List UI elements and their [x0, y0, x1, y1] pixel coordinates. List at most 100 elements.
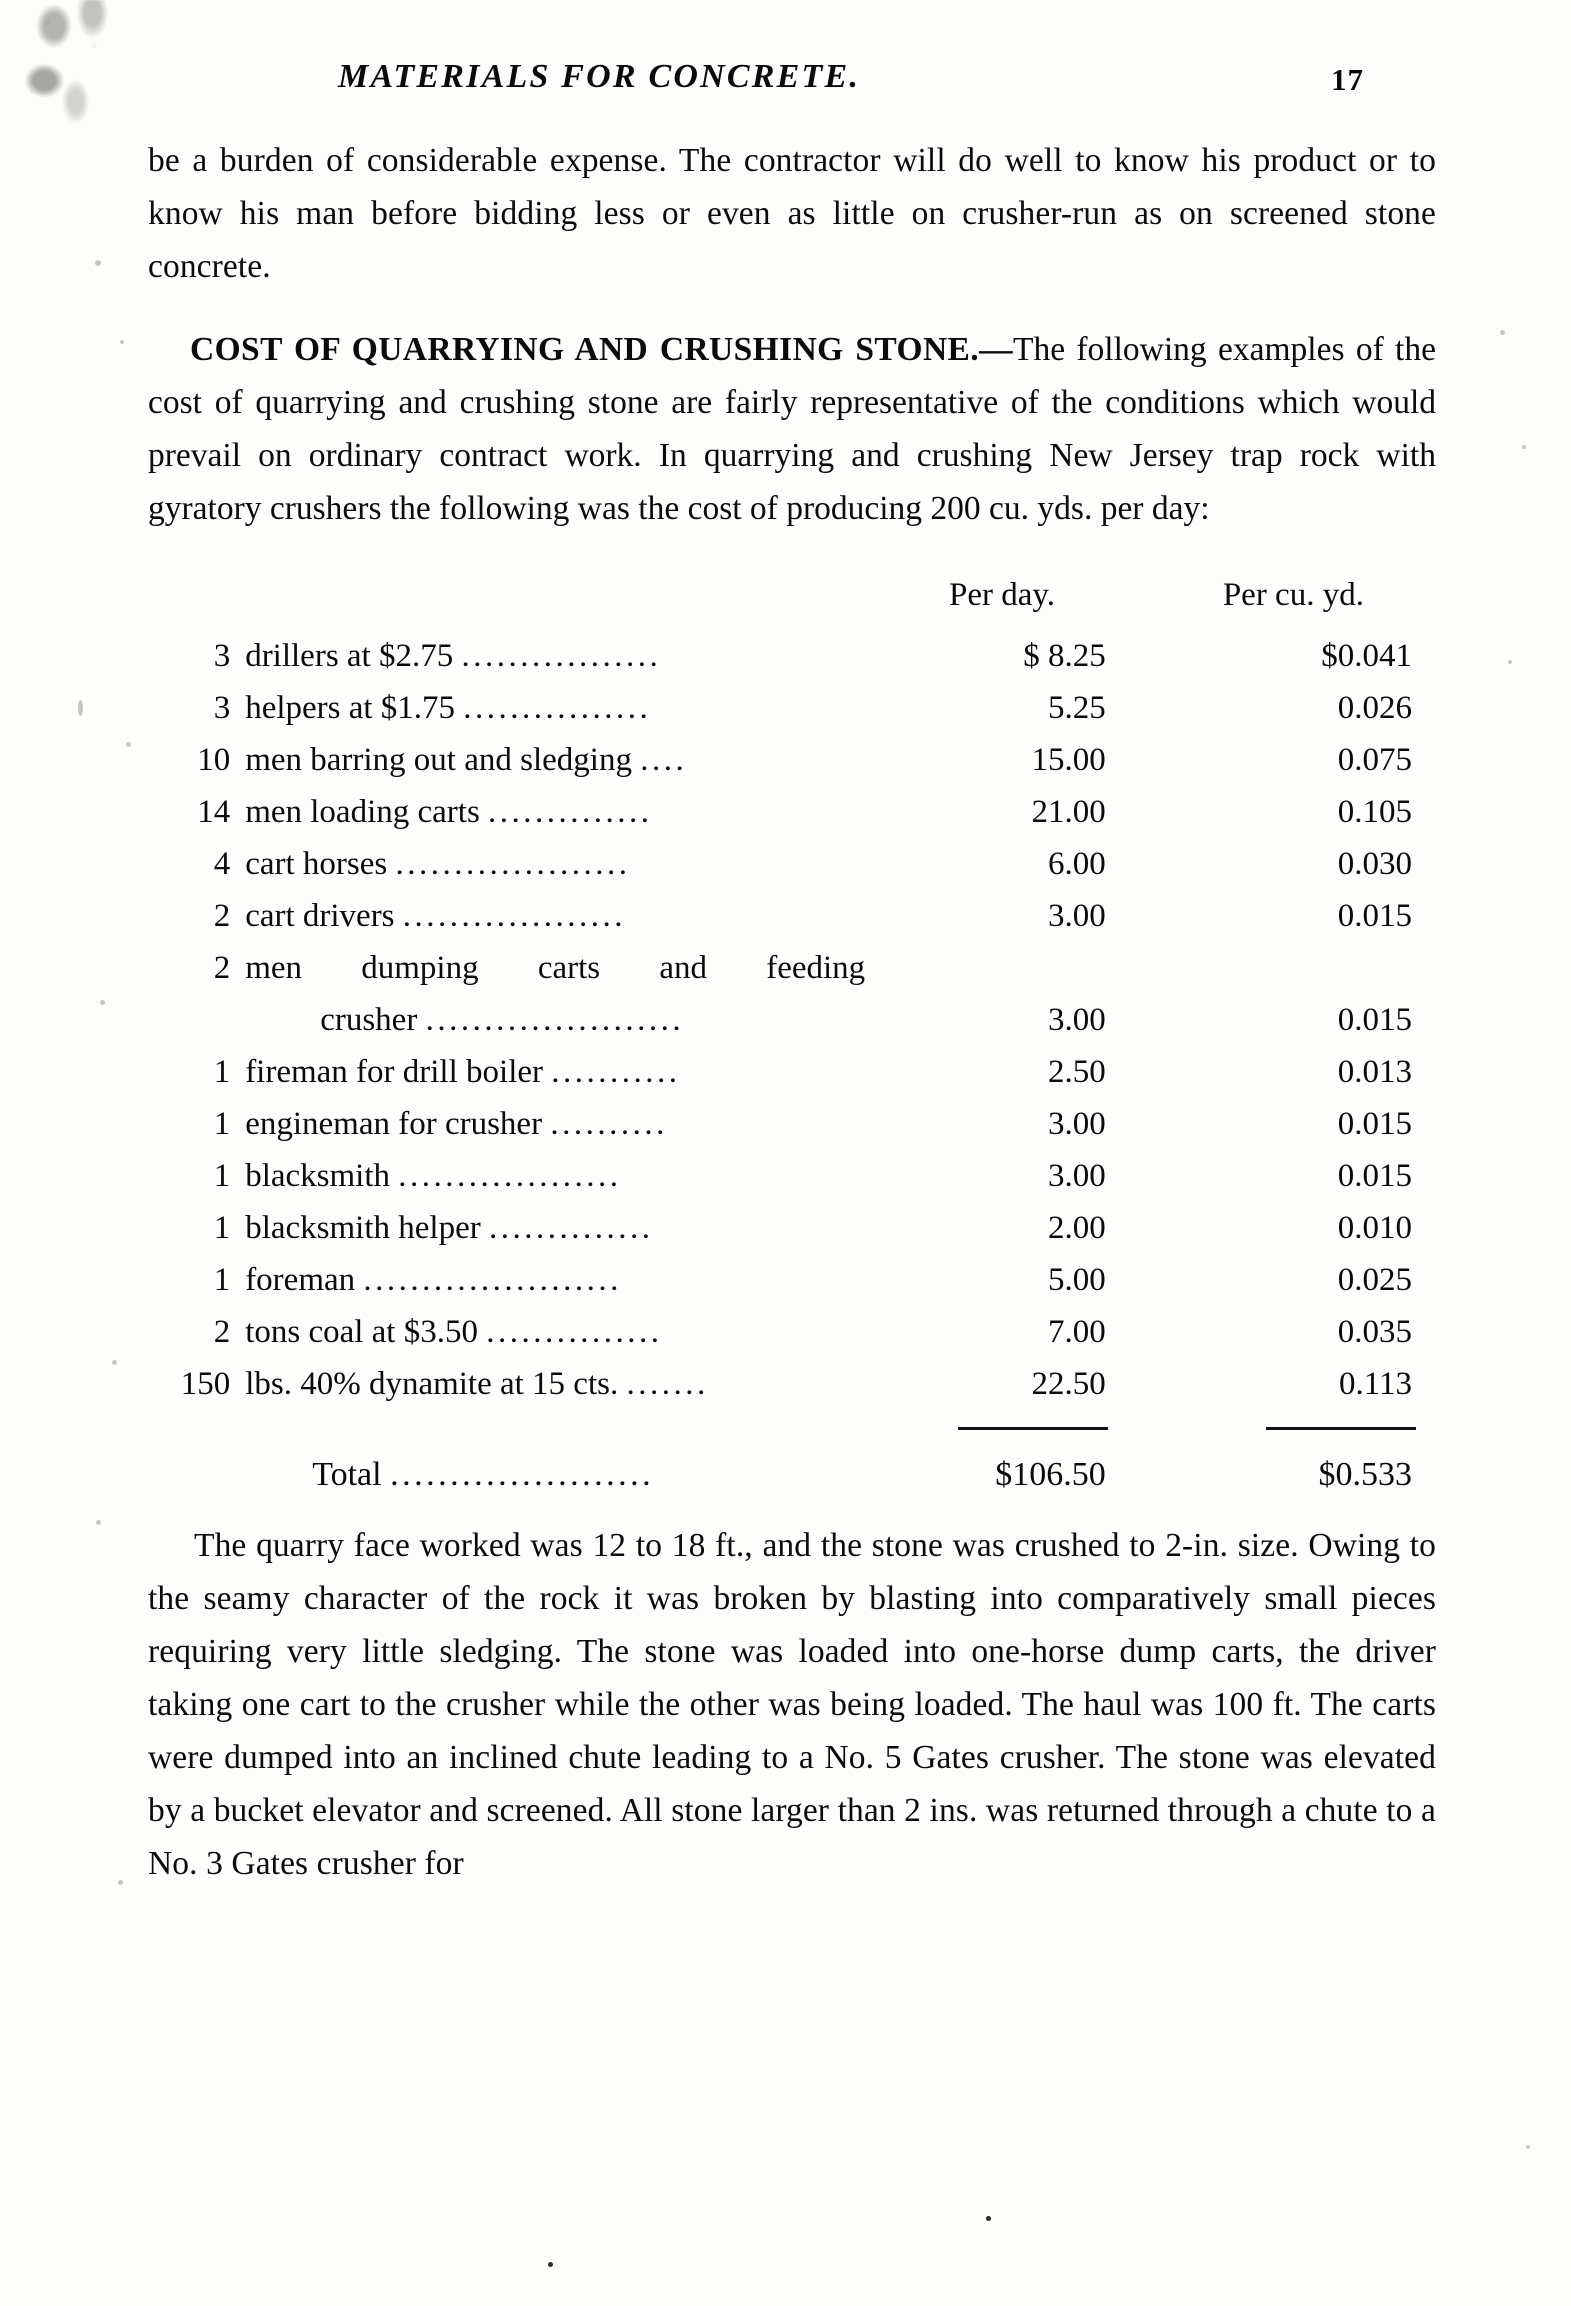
cost-row-description: fireman for drill boiler ...........	[244, 1046, 871, 1098]
cost-row-description-text: cart drivers	[245, 898, 403, 934]
cost-table-row: 14 men loading carts .............. 21.00 0…	[148, 786, 1436, 838]
cost-row-quantity: 3	[213, 638, 231, 674]
cost-row-quantity: 150	[180, 1366, 231, 1402]
cost-row-description-text: engineman for crusher	[245, 1106, 551, 1142]
cost-row-per-day: 3.00	[1048, 1002, 1106, 1038]
total-per-day: $106.50	[995, 1456, 1106, 1493]
cost-row-description-text: blacksmith	[245, 1158, 399, 1194]
page-content: MATERIALS FOR CONCRETE. 17 be a burden o…	[148, 0, 1436, 1890]
cost-row-description-text: blacksmith helper	[245, 1210, 489, 1246]
cost-row-quantity: 10	[197, 742, 231, 778]
closing-paragraph: The quarry face worked was 12 to 18 ft.,…	[148, 1519, 1436, 1890]
column-header-item	[148, 569, 871, 630]
scan-speck	[986, 2216, 991, 2221]
scan-speck	[120, 340, 124, 344]
total-label-cell: Total ......................	[244, 1436, 871, 1501]
scan-speck	[1526, 2145, 1530, 2149]
cost-row-quantity: 1	[213, 1158, 231, 1194]
cost-row-description: foreman ......................	[244, 1254, 871, 1306]
cost-row-description: engineman for crusher ..........	[244, 1098, 871, 1150]
cost-table-head: Per day. Per cu. yd.	[148, 569, 1436, 630]
rule-spacer	[148, 1410, 244, 1436]
cost-row-description: men barring out and sledging ....	[244, 734, 871, 786]
cost-table-wrap: Per day. Per cu. yd. 3 drillers at $2.75 …	[148, 569, 1436, 1501]
cost-table-row: 2 men dumping carts and feeding	[148, 942, 1436, 994]
cost-row-description-text: drillers at $2.75	[245, 638, 462, 674]
cost-table-row: 2 tons coal at $3.50 ............... 7.00 0…	[148, 1306, 1436, 1358]
cost-row-description: tons coal at $3.50 ...............	[244, 1306, 871, 1358]
cost-row-description: men dumping carts and feeding	[244, 942, 871, 994]
totals-rule-per-cu-yd	[1166, 1410, 1436, 1436]
cost-row-quantity: 1	[213, 1054, 231, 1090]
scan-speck	[78, 700, 83, 716]
dot-leaders: ..............	[488, 1210, 654, 1246]
dot-leaders: ..............	[488, 794, 653, 830]
dot-leaders: ....................	[395, 846, 631, 882]
cost-table-row: 1 blacksmith helper .............. 2.00 0.0…	[148, 1202, 1436, 1254]
cost-row-description-text: men loading carts	[245, 794, 489, 830]
cost-row-per-day: 15.00	[1031, 742, 1106, 778]
cost-row-per-cu-yd	[1166, 942, 1436, 994]
scan-speck	[1500, 330, 1505, 335]
cost-row-per-day: 3.00	[1048, 1106, 1106, 1142]
cost-row-description: crusher ......................	[244, 994, 871, 1046]
scan-speck	[95, 260, 101, 266]
cost-row-description: blacksmith helper ..............	[244, 1202, 871, 1254]
dot-leaders: ......................	[425, 1002, 685, 1038]
dot-leaders: ....	[640, 742, 688, 778]
totals-rule-per-day	[871, 1410, 1166, 1436]
scan-speck	[548, 2262, 553, 2267]
cost-row-description: blacksmith ...................	[244, 1150, 871, 1202]
cost-table-row: 10 men barring out and sledging .... 15.00…	[148, 734, 1436, 786]
cost-row-description: drillers at $2.75 .................	[244, 630, 871, 682]
cost-row-per-cu-yd: $0.041	[1321, 638, 1412, 674]
scan-speck	[126, 742, 131, 747]
rule-spacer	[244, 1410, 871, 1436]
cost-row-quantity: 2	[213, 898, 231, 934]
dot-leaders: ...........	[551, 1054, 681, 1090]
cost-table-body: 3 drillers at $2.75 ................. $ 8.…	[148, 630, 1436, 1501]
cost-row-per-day: 5.00	[1048, 1262, 1106, 1298]
cost-row-description-text: fireman for drill boiler	[245, 1054, 552, 1090]
cost-table-row: 150 lbs. 40% dynamite at 15 cts. ....... 2…	[148, 1358, 1436, 1410]
dot-leaders: ...............	[486, 1314, 663, 1350]
cost-row-per-cu-yd: 0.015	[1337, 898, 1412, 934]
scan-speck	[112, 1360, 117, 1365]
cost-row-per-cu-yd: 0.015	[1337, 1106, 1412, 1142]
scan-speck	[100, 1000, 105, 1005]
scan-speck	[96, 1520, 101, 1525]
cost-table-row: 1 engineman for crusher .......... 3.00 0.0…	[148, 1098, 1436, 1150]
cost-row-quantity: 4	[213, 846, 231, 882]
cost-row-quantity	[148, 994, 244, 1046]
cost-row-per-day: 5.25	[1048, 690, 1106, 726]
cost-row-description: helpers at $1.75 ................	[244, 682, 871, 734]
cost-row-description-text: helpers at $1.75	[245, 690, 464, 726]
cost-table-row: 1 fireman for drill boiler ........... 2.5…	[148, 1046, 1436, 1098]
cost-table-row: 3 drillers at $2.75 ................. $ 8.…	[148, 630, 1436, 682]
scan-speck	[1522, 445, 1526, 449]
cost-row-quantity: 14	[197, 794, 231, 830]
totals-rule-row	[148, 1410, 1436, 1436]
cost-row-per-cu-yd: 0.015	[1337, 1158, 1412, 1194]
cost-row-description-text: cart horses	[245, 846, 396, 882]
scan-speck	[1508, 660, 1512, 664]
scan-speck	[118, 1880, 123, 1885]
cost-row-per-cu-yd: 0.010	[1337, 1210, 1412, 1246]
cost-table-row: 4 cart horses .................... 6.00 0.0…	[148, 838, 1436, 890]
cost-row-per-day: 2.00	[1048, 1210, 1106, 1246]
cost-row-per-day: 6.00	[1048, 846, 1106, 882]
cost-row-description: cart horses ....................	[244, 838, 871, 890]
dot-leaders: ................	[463, 690, 652, 726]
cost-row-per-cu-yd: 0.035	[1337, 1314, 1412, 1350]
cost-row-per-cu-yd: 0.105	[1337, 794, 1412, 830]
dot-leaders: ...................	[402, 898, 627, 934]
cost-table-row: 1 foreman ...................... 5.00 0.025	[148, 1254, 1436, 1306]
cost-table: Per day. Per cu. yd. 3 drillers at $2.75 …	[148, 569, 1436, 1501]
section-heading: COST OF QUARRYING AND CRUSHING STONE.—	[190, 331, 1013, 368]
dot-leaders: ...................	[398, 1158, 622, 1194]
cost-row-per-cu-yd: 0.030	[1337, 846, 1412, 882]
closing-paragraph-text: The quarry face worked was 12 to 18 ft.,…	[148, 1527, 1436, 1882]
cost-row-description: men loading carts ..............	[244, 786, 871, 838]
cost-table-row: 1 blacksmith ................... 3.00 0.015	[148, 1150, 1436, 1202]
cost-row-description-text: lbs. 40% dynamite at 15 cts.	[245, 1366, 627, 1402]
